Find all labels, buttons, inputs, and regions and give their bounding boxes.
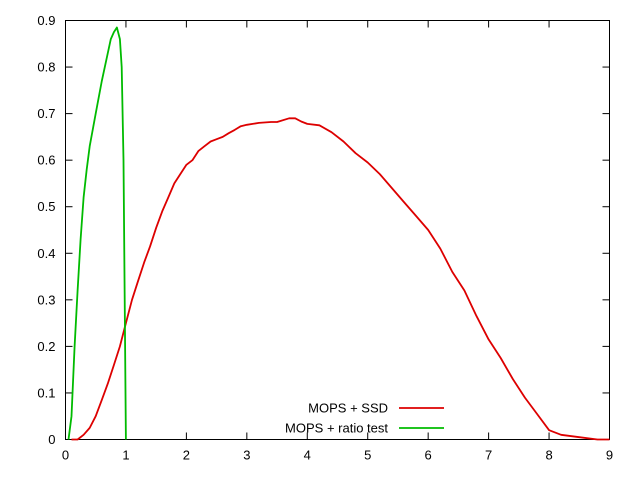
x-tick-label: 0: [62, 448, 69, 463]
x-tick-label: 9: [606, 448, 613, 463]
x-tick-label: 7: [485, 448, 492, 463]
x-tick-label: 6: [425, 448, 432, 463]
series-line-1: [67, 26, 127, 440]
x-tick-label: 1: [122, 448, 129, 463]
y-tick-label: 0.6: [37, 153, 55, 168]
y-axis: 0 0.1 0.2 0.3 0.4 0.5 0.6 0.7 0.8 0.9: [37, 13, 610, 447]
y-tick-label: 0: [48, 432, 55, 447]
y-tick-label: 0.9: [37, 13, 55, 28]
series-layer: [67, 26, 610, 441]
y-tick-label: 0.4: [37, 246, 55, 261]
legend-label-1: MOPS + ratio test: [285, 421, 388, 436]
y-tick-label: 0.3: [37, 292, 55, 307]
y-tick-label: 0.7: [37, 106, 55, 121]
x-axis: 0 1 2 3 4 5 6 7 8 9: [62, 20, 613, 463]
x-tick-label: 5: [364, 448, 371, 463]
series-line-0: [71, 117, 610, 441]
y-tick-label: 0.2: [37, 339, 55, 354]
legend-label-0: MOPS + SSD: [308, 401, 388, 416]
plot-frame: [65, 20, 610, 440]
x-tick-label: 4: [304, 448, 311, 463]
x-tick-label: 3: [243, 448, 250, 463]
x-tick-label: 2: [183, 448, 190, 463]
x-tick-label: 8: [545, 448, 552, 463]
y-tick-label: 0.8: [37, 60, 55, 75]
legend: MOPS + SSD MOPS + ratio test: [285, 401, 444, 436]
y-tick-label: 0.1: [37, 385, 55, 400]
y-tick-label: 0.5: [37, 199, 55, 214]
